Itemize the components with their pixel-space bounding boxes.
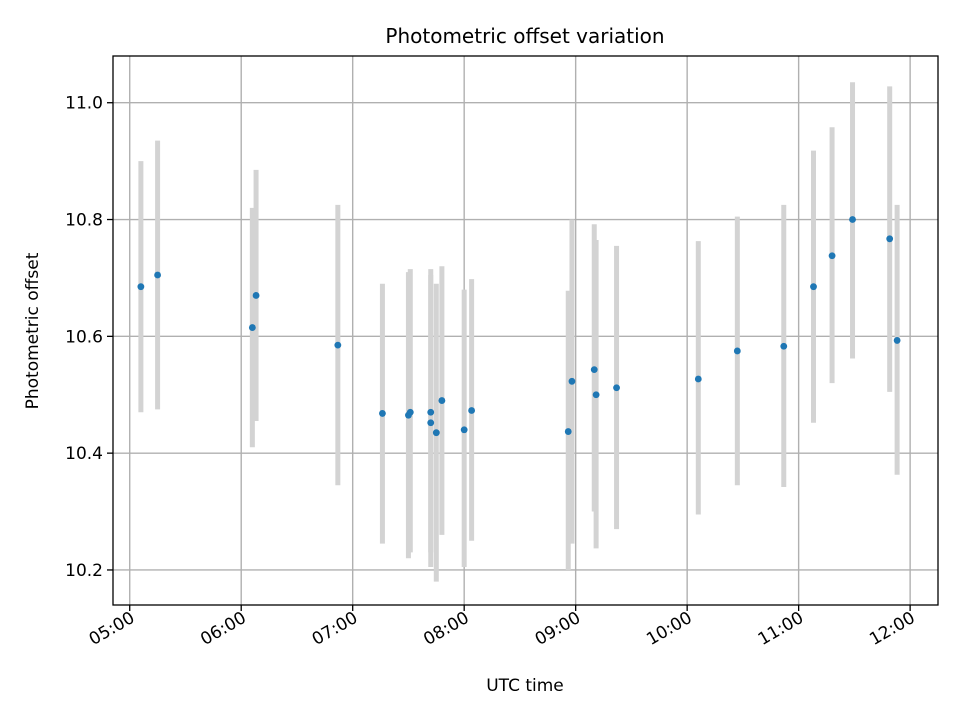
y-tick-label: 10.8 — [65, 211, 103, 231]
data-point — [780, 342, 788, 350]
data-point — [137, 283, 145, 291]
x-tick-label: 10:00 — [643, 608, 695, 650]
data-point — [849, 216, 856, 223]
data-point — [613, 384, 620, 392]
chart-title: Photometric offset variation — [385, 24, 664, 48]
x-tick-label: 06:00 — [197, 608, 249, 650]
y-tick-label: 10.2 — [65, 561, 103, 581]
errorbar-layer — [138, 82, 900, 582]
data-point — [427, 419, 435, 427]
data-point — [252, 292, 260, 299]
x-axis-ticks: 05:00 06:00 07:00 08:00 09:00 10:00 11:00 12:00 — [86, 605, 919, 650]
x-tick-label: 05:00 — [86, 608, 138, 650]
y-axis-ticks: 10.2 10.4 10.6 10.8 11.0 — [65, 94, 113, 581]
plot-frame — [112, 55, 939, 606]
data-point — [154, 271, 161, 279]
x-tick-label: 07:00 — [309, 608, 361, 650]
data-point — [248, 324, 256, 331]
data-point — [334, 341, 342, 349]
point-layer — [137, 216, 901, 437]
y-tick-label: 10.4 — [65, 444, 103, 464]
data-point — [379, 410, 386, 417]
data-point — [694, 375, 702, 383]
x-tick-label: 08:00 — [420, 608, 472, 650]
data-point — [893, 337, 901, 344]
x-axis-label: UTC time — [486, 676, 564, 696]
data-point — [828, 252, 836, 260]
x-tick-label: 11:00 — [755, 608, 807, 650]
y-tick-label: 11.0 — [65, 94, 103, 114]
data-point — [406, 408, 414, 416]
y-axis-label: Photometric offset — [23, 252, 43, 409]
data-point — [427, 408, 435, 416]
y-tick-label: 10.6 — [65, 327, 103, 347]
data-point — [810, 283, 817, 291]
data-point — [592, 391, 600, 399]
x-tick-label: 12:00 — [866, 608, 918, 650]
data-point — [564, 428, 572, 435]
data-point — [886, 235, 894, 243]
data-point — [590, 366, 598, 374]
data-point — [568, 377, 576, 385]
data-point — [468, 407, 476, 414]
data-point — [432, 429, 440, 437]
x-tick-label: 09:00 — [532, 608, 584, 650]
data-point — [438, 397, 446, 404]
data-point — [733, 347, 741, 355]
data-point — [460, 426, 468, 434]
